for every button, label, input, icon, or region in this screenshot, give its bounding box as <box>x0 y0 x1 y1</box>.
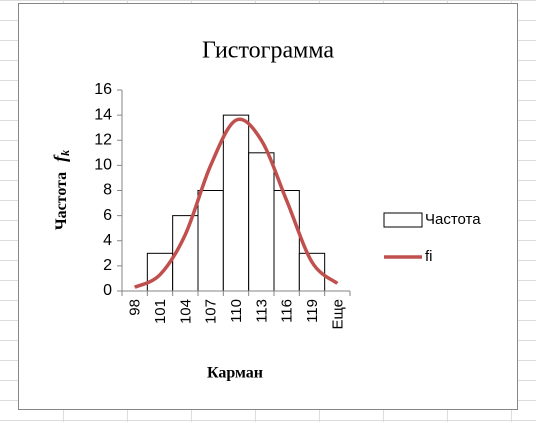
chart-title: Гистограмма <box>202 38 334 64</box>
legend-swatch <box>383 212 423 228</box>
y-tick-label: 16 <box>94 81 112 98</box>
bar <box>248 152 275 292</box>
y-tick-label: 14 <box>94 106 112 123</box>
y-tick-label: 10 <box>94 157 112 174</box>
x-tick-label: 116 <box>279 299 296 323</box>
y-tick-label: 12 <box>94 131 112 148</box>
x-tick-label: 101 <box>152 299 169 324</box>
legend-label: Частота <box>425 211 481 228</box>
bar <box>222 114 250 292</box>
y-tick-label: 0 <box>103 282 112 299</box>
bar <box>197 190 224 292</box>
y-axis-label-group: Частота fk <box>50 150 72 230</box>
y-tick-label: 6 <box>103 207 112 224</box>
x-tick-label: 113 <box>253 299 270 323</box>
x-tick-label: 110 <box>228 299 245 323</box>
x-axis-label: Карман <box>207 365 263 382</box>
x-tick-label: Еще <box>329 299 346 330</box>
y-tick-label: 2 <box>103 257 112 274</box>
y-axis-label-text: Частота <box>53 172 70 230</box>
y-tick-label: 4 <box>103 232 112 249</box>
line <box>133 117 339 289</box>
x-tick-label: 98 <box>127 299 144 316</box>
y-axis-label-symbol: f <box>50 154 70 162</box>
y-axis-label: Частота fk <box>50 150 72 230</box>
x-tick-label: 119 <box>304 299 321 323</box>
x-tick-label: 104 <box>177 299 194 324</box>
bar <box>273 190 300 292</box>
y-axis-label-subscript: k <box>58 150 72 156</box>
legend-label: fi <box>425 248 433 265</box>
y-tick-label: 8 <box>103 182 112 199</box>
x-tick-label: 107 <box>203 299 220 324</box>
